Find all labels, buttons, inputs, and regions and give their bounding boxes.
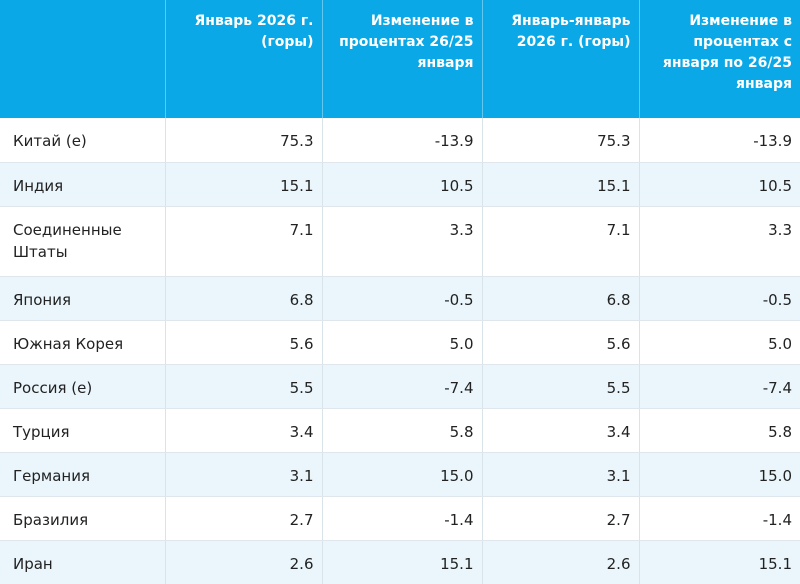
cell-change-percent-ytd: -13.9 (639, 118, 800, 163)
cell-january-2026: 7.1 (165, 206, 323, 277)
cell-change-percent-january: 5.8 (322, 408, 483, 453)
cell-change-percent-ytd: 10.5 (639, 162, 800, 207)
table-row: Индия 15.1 10.5 15.1 10.5 (0, 162, 800, 207)
table-row: Япония 6.8 -0.5 6.8 -0.5 (0, 276, 800, 321)
cell-country: Турция (0, 408, 166, 453)
cell-country: Япония (0, 276, 166, 321)
cell-january-2026: 5.5 (165, 364, 323, 409)
table-row: Соединенные Штаты 7.1 3.3 7.1 3.3 (0, 206, 800, 277)
header-row: Январь 2026 г. (горы) Изменение в процен… (0, 0, 800, 118)
cell-jan-jan-2026: 3.4 (482, 408, 640, 453)
cell-jan-jan-2026: 3.1 (482, 452, 640, 497)
cell-january-2026: 2.7 (165, 496, 323, 541)
cell-change-percent-ytd: -7.4 (639, 364, 800, 409)
cell-jan-jan-2026: 75.3 (482, 118, 640, 163)
cell-country: Иран (0, 540, 166, 584)
cell-jan-jan-2026: 7.1 (482, 206, 640, 277)
cell-january-2026: 5.6 (165, 320, 323, 365)
header-change-percent-ytd: Изменение в процентах с января по 26/25 … (639, 0, 800, 118)
cell-jan-jan-2026: 15.1 (482, 162, 640, 207)
cell-change-percent-ytd: 5.8 (639, 408, 800, 453)
cell-jan-jan-2026: 5.6 (482, 320, 640, 365)
header-january-2026: Январь 2026 г. (горы) (165, 0, 323, 118)
cell-country: Индия (0, 162, 166, 207)
header-change-percent-january: Изменение в процентах 26/25 января (322, 0, 483, 118)
table-row: Турция 3.4 5.8 3.4 5.8 (0, 408, 800, 453)
header-country (0, 0, 166, 118)
cell-change-percent-ytd: 15.0 (639, 452, 800, 497)
cell-country: Соединенные Штаты (0, 206, 166, 277)
cell-country: Бразилия (0, 496, 166, 541)
table-row: Германия 3.1 15.0 3.1 15.0 (0, 452, 800, 497)
cell-january-2026: 75.3 (165, 118, 323, 163)
cell-jan-jan-2026: 5.5 (482, 364, 640, 409)
cell-country: Южная Корея (0, 320, 166, 365)
cell-change-percent-january: -0.5 (322, 276, 483, 321)
cell-january-2026: 2.6 (165, 540, 323, 584)
cell-change-percent-ytd: 15.1 (639, 540, 800, 584)
cell-change-percent-january: 15.0 (322, 452, 483, 497)
cell-jan-jan-2026: 6.8 (482, 276, 640, 321)
cell-jan-jan-2026: 2.7 (482, 496, 640, 541)
cell-change-percent-january: 10.5 (322, 162, 483, 207)
cell-january-2026: 15.1 (165, 162, 323, 207)
table-header: Январь 2026 г. (горы) Изменение в процен… (0, 0, 800, 118)
cell-change-percent-ytd: -0.5 (639, 276, 800, 321)
cell-change-percent-january: 15.1 (322, 540, 483, 584)
cell-change-percent-ytd: 5.0 (639, 320, 800, 365)
header-jan-jan-2026: Январь-январь 2026 г. (горы) (482, 0, 640, 118)
cell-change-percent-january: 5.0 (322, 320, 483, 365)
cell-january-2026: 3.1 (165, 452, 323, 497)
table-row: Иран 2.6 15.1 2.6 15.1 (0, 540, 800, 584)
table-row: Китай (е) 75.3 -13.9 75.3 -13.9 (0, 118, 800, 163)
cell-change-percent-ytd: -1.4 (639, 496, 800, 541)
table-body: Китай (е) 75.3 -13.9 75.3 -13.9 Индия 15… (0, 118, 800, 584)
table-row: Бразилия 2.7 -1.4 2.7 -1.4 (0, 496, 800, 541)
cell-jan-jan-2026: 2.6 (482, 540, 640, 584)
cell-country: Россия (е) (0, 364, 166, 409)
cell-change-percent-january: -1.4 (322, 496, 483, 541)
cell-january-2026: 3.4 (165, 408, 323, 453)
cell-change-percent-january: -13.9 (322, 118, 483, 163)
cell-change-percent-january: 3.3 (322, 206, 483, 277)
cell-country: Китай (е) (0, 118, 166, 163)
cell-change-percent-ytd: 3.3 (639, 206, 800, 277)
table-row: Южная Корея 5.6 5.0 5.6 5.0 (0, 320, 800, 365)
table-row: Россия (е) 5.5 -7.4 5.5 -7.4 (0, 364, 800, 409)
cell-january-2026: 6.8 (165, 276, 323, 321)
cell-change-percent-january: -7.4 (322, 364, 483, 409)
cell-country: Германия (0, 452, 166, 497)
